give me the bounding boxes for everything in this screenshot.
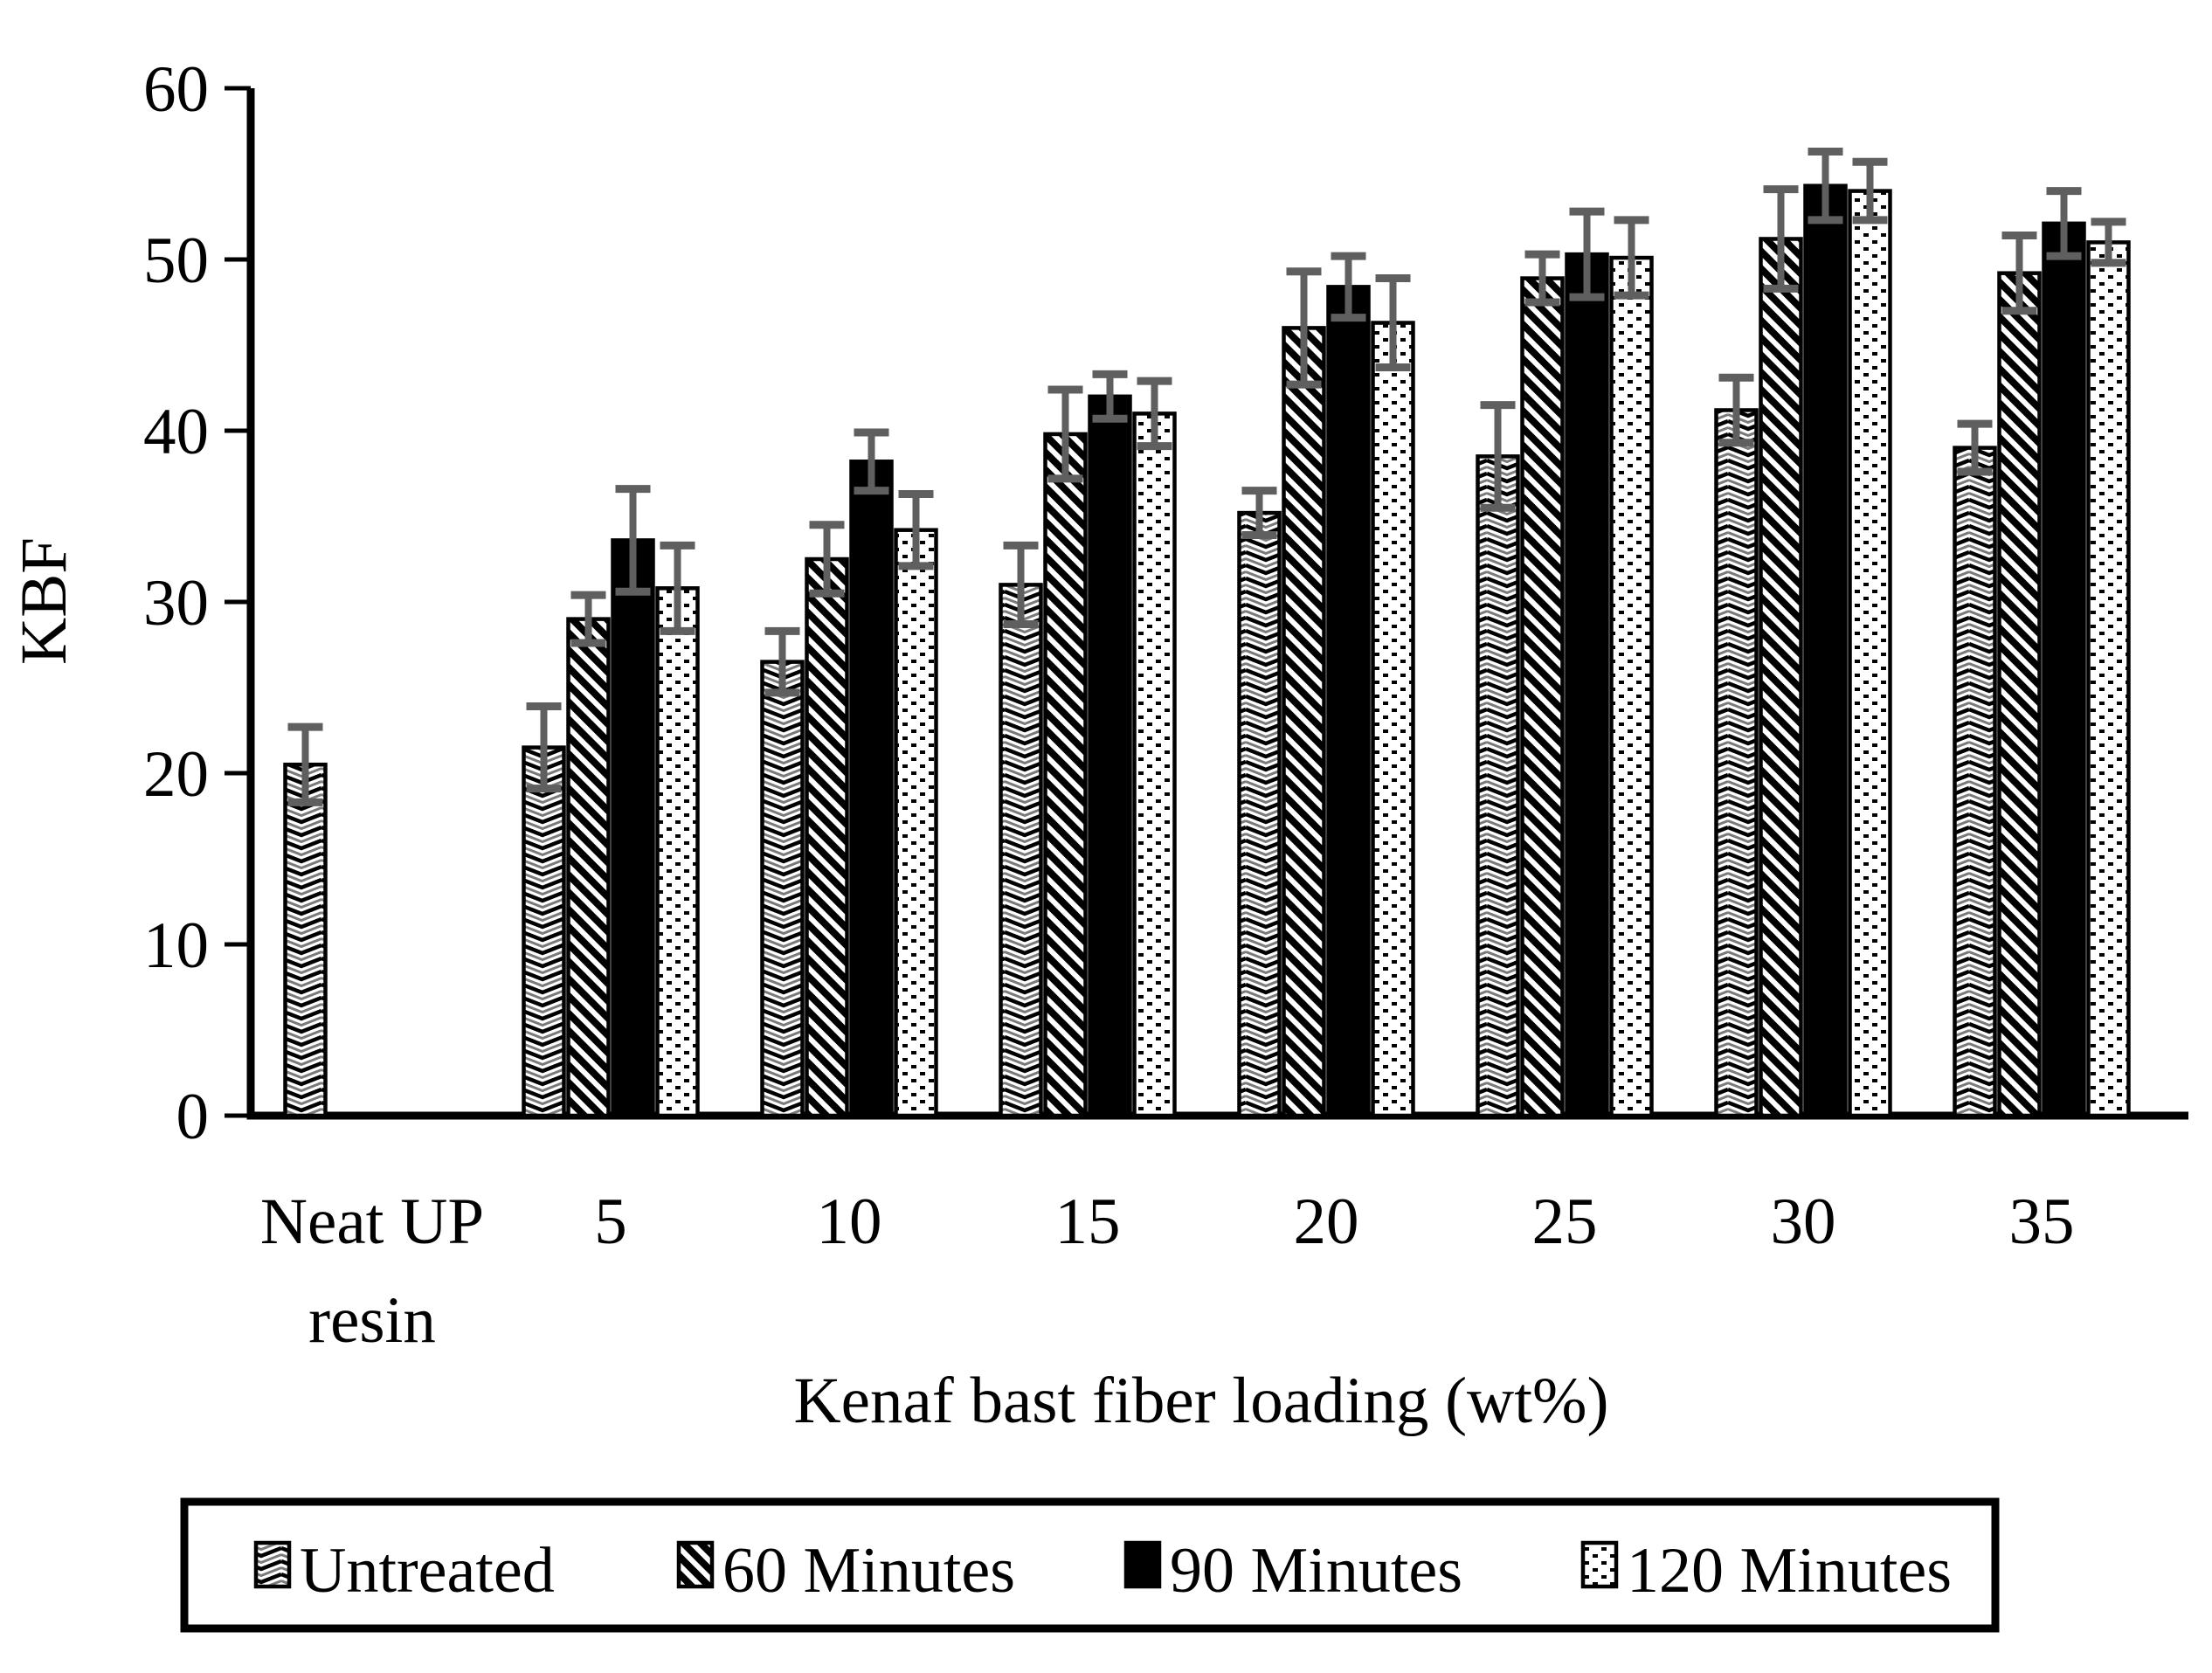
bar-group-60-minutes-10 [805, 521, 849, 1118]
bar-group-untreated-5 [522, 702, 566, 1118]
bar-group-60-minutes-35 [1997, 232, 2042, 1118]
bar [1237, 510, 1282, 1118]
bar [1565, 252, 1609, 1118]
bar [655, 586, 700, 1118]
x-axis-category-label: resin [308, 1284, 436, 1357]
bar [1326, 285, 1371, 1118]
legend-label: 120 Minutes [1627, 1535, 1952, 1607]
bar-group-60-minutes-20 [1282, 267, 1326, 1118]
bar-group-120-minutes-35 [2086, 218, 2131, 1118]
legend-item-90-minutes: 90 Minutes [1123, 1535, 1462, 1607]
bar [1714, 408, 1759, 1118]
x-axis-category-label: 35 [2009, 1186, 2075, 1258]
bar-group-90-minutes-35 [2042, 187, 2086, 1118]
bar-group-90-minutes-20 [1326, 252, 1371, 1118]
legend-swatch [1580, 1540, 1619, 1589]
bar-group-90-minutes-10 [849, 428, 894, 1118]
bar-group-60-minutes-30 [1759, 185, 1803, 1118]
bar [1476, 454, 1520, 1118]
x-axis-category-label: Neat UP [260, 1186, 484, 1258]
legend-label: Untreated [300, 1535, 555, 1607]
y-axis-tick-label: 10 [143, 909, 209, 982]
bar-group-untreated-20 [1237, 487, 1282, 1118]
bar [1609, 255, 1654, 1118]
y-axis-tick-label: 60 [143, 53, 209, 126]
legend-swatch [253, 1540, 292, 1589]
bar [1371, 321, 1415, 1118]
y-axis-tick-label: 30 [143, 567, 209, 639]
bar [849, 460, 894, 1118]
legend-swatch [1123, 1540, 1162, 1589]
bar [1803, 183, 1848, 1118]
bar [1088, 394, 1132, 1118]
bar-group-60-minutes-25 [1520, 250, 1565, 1118]
y-axis-tick-label: 20 [143, 738, 209, 811]
bar [1043, 432, 1088, 1118]
bar-group-120-minutes-30 [1848, 157, 1892, 1118]
y-axis-title: KBF [8, 537, 80, 665]
y-axis-tick-label: 0 [176, 1081, 210, 1153]
bar-group-120-minutes-25 [1609, 216, 1654, 1118]
bar [1132, 411, 1177, 1118]
x-axis-category-label: 20 [1294, 1186, 1359, 1258]
bar [566, 617, 611, 1118]
bar-group-120-minutes-5 [655, 541, 700, 1118]
bar [894, 528, 938, 1118]
bar [1520, 276, 1565, 1118]
bar [522, 745, 566, 1118]
bar-group-90-minutes-5 [611, 485, 655, 1118]
x-axis-category-label: 10 [817, 1186, 882, 1258]
legend-box [180, 1497, 2000, 1633]
bar [2086, 240, 2131, 1118]
bar [1848, 189, 1892, 1118]
bar [1759, 237, 1803, 1118]
bar [760, 660, 805, 1118]
bar [805, 557, 849, 1118]
legend-label: 60 Minutes [722, 1535, 1015, 1607]
legend-item-untreated: Untreated [253, 1535, 555, 1607]
bar-group-120-minutes-15 [1132, 377, 1177, 1118]
x-axis-category-label: 15 [1055, 1186, 1121, 1258]
bar-group-untreated-30 [1714, 373, 1759, 1118]
x-axis-category-label: 25 [1532, 1186, 1598, 1258]
y-axis-tick-label: 50 [143, 225, 209, 297]
x-axis-category-label: 30 [1771, 1186, 1836, 1258]
bar [1282, 326, 1326, 1118]
bar-group-120-minutes-10 [894, 490, 938, 1118]
legend-item-120-minutes: 120 Minutes [1580, 1535, 1952, 1607]
legend-item-60-minutes: 60 Minutes [676, 1535, 1015, 1607]
x-axis-category-label: 5 [594, 1186, 627, 1258]
bar-group-90-minutes-30 [1803, 148, 1848, 1118]
bar-group-untreated-35 [1953, 419, 1997, 1118]
bar [1953, 446, 1997, 1118]
bar-group-untreated-10 [760, 626, 805, 1118]
bar [999, 583, 1043, 1118]
legend-swatch [676, 1540, 715, 1589]
bar [2042, 221, 2086, 1118]
bar-group-90-minutes-25 [1565, 207, 1609, 1118]
legend-label: 90 Minutes [1170, 1535, 1462, 1607]
y-axis-tick-label: 40 [143, 396, 209, 468]
x-axis-title: Kenaf bast fiber loading (wt%) [794, 1365, 1609, 1437]
bar-group-untreated-25 [1476, 401, 1520, 1118]
bar-group-untreated-neat-up-resin [283, 722, 328, 1118]
bar [283, 762, 328, 1118]
bar-group-120-minutes-20 [1371, 274, 1415, 1118]
bar-group-60-minutes-5 [566, 591, 611, 1118]
bar-group-90-minutes-15 [1088, 370, 1132, 1118]
bar [1997, 271, 2042, 1118]
bar-group-60-minutes-15 [1043, 385, 1088, 1118]
bar-group-untreated-15 [999, 541, 1043, 1118]
bar [611, 538, 655, 1118]
